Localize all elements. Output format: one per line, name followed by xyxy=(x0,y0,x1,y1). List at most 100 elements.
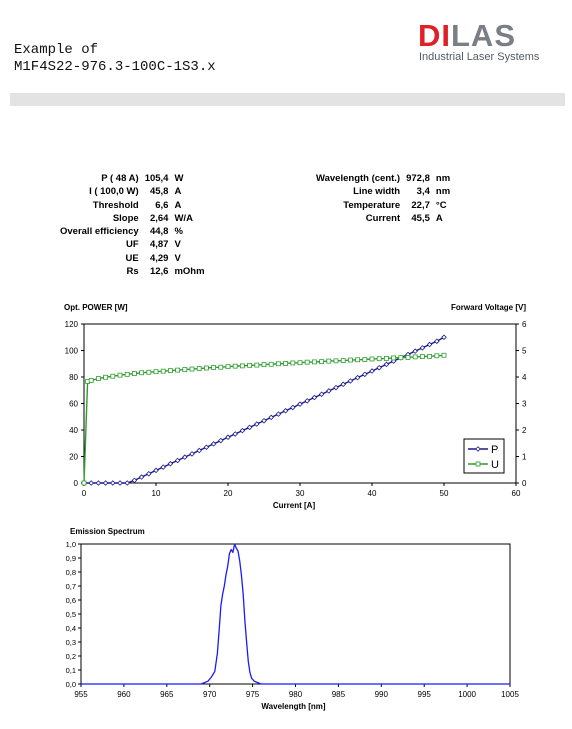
x-tick-label: 985 xyxy=(332,690,346,699)
data-point-P xyxy=(354,374,361,381)
data-point-P xyxy=(124,480,130,486)
data-point-P xyxy=(196,447,202,454)
legend-box xyxy=(463,438,505,474)
data-point-P xyxy=(311,394,318,401)
data-point-U xyxy=(369,356,375,362)
y-tick-label: 0,0 xyxy=(66,680,76,689)
data-point-P xyxy=(383,361,390,368)
data-point-P xyxy=(268,414,274,421)
y-tick-label: 0,8 xyxy=(66,568,76,577)
data-point-U xyxy=(340,358,346,363)
parameters-left-table: P ( 48 A) 105,4 W I ( 100,0 W) 45,8 A Threshol… xyxy=(60,172,205,278)
data-point-U xyxy=(434,353,440,359)
data-point-U xyxy=(297,360,303,366)
parameter-value: 4,29 xyxy=(149,252,169,264)
data-point-U xyxy=(146,369,152,375)
data-point-P xyxy=(376,364,382,371)
emission-spectrum-chart: 955 960 965 970 975 980 985 990 995 1000 1005 0,0 0,… xyxy=(66,527,520,711)
liv-chart: 0 10 20 30 40 50 600204060801001200123456Opt. … xyxy=(64,303,527,510)
data-point-U xyxy=(362,357,368,362)
data-point-P xyxy=(426,341,433,348)
data-point-U xyxy=(203,365,209,371)
parameter-label: Overall efficiency xyxy=(60,226,139,238)
parameter-value: 12,6 xyxy=(149,266,169,278)
data-point-P xyxy=(282,408,289,414)
data-point-U xyxy=(275,361,281,367)
parameter-unit: W xyxy=(174,173,184,184)
parameter-label: P ( 48 A) xyxy=(101,173,139,184)
parameter-row: Rs 12,6 mOhm xyxy=(60,265,205,278)
parameter-row: UE 4,29 V xyxy=(60,252,205,265)
parameter-value: 45,8 xyxy=(149,186,169,198)
y2-tick-label: 0 xyxy=(522,479,527,488)
data-point-P xyxy=(246,424,253,431)
series-line-P xyxy=(84,336,445,484)
data-point-U xyxy=(391,355,397,361)
y-tick-label: 0,3 xyxy=(66,638,76,647)
parameter-label: UF xyxy=(126,239,139,251)
y-tick-label: 120 xyxy=(65,320,79,329)
parameter-row: Slope 2,64 W/A xyxy=(60,212,205,225)
data-point-U xyxy=(283,361,289,366)
legend: PU xyxy=(463,438,505,474)
data-point-P xyxy=(225,434,231,441)
data-point-P xyxy=(182,454,188,460)
x-tick-label: 990 xyxy=(375,690,389,699)
y-tick-label: 0,4 xyxy=(66,624,76,633)
x-tick-label: 960 xyxy=(117,690,131,699)
y2-tick-label: 2 xyxy=(522,426,527,435)
data-point-P xyxy=(333,384,339,391)
title-line-2: M1F4S22-976.3-100C-1S3.x xyxy=(14,59,216,75)
y-tick-label: 0,6 xyxy=(66,596,76,605)
data-point-U xyxy=(319,359,325,365)
x-tick-label: 965 xyxy=(160,690,174,699)
data-point-P xyxy=(290,404,296,411)
data-point-U xyxy=(441,352,447,358)
parameter-value: 972,8 xyxy=(406,173,430,184)
parameter-unit: V xyxy=(174,252,181,264)
y2-tick-label: 4 xyxy=(522,373,527,382)
data-point-P xyxy=(210,441,217,447)
data-point-P xyxy=(117,480,123,486)
data-point-P xyxy=(110,480,116,486)
data-point-U xyxy=(268,361,274,367)
parameter-unit: A xyxy=(174,186,182,198)
parameter-value: 6,6 xyxy=(155,199,169,211)
parameter-unit: V xyxy=(174,239,181,251)
data-point-P xyxy=(88,480,94,486)
data-point-P xyxy=(146,470,152,477)
x-tick-label: 980 xyxy=(289,690,303,699)
parameter-value: 22,7 xyxy=(411,199,430,211)
y2-tick-label: 3 xyxy=(522,400,527,409)
data-point-U xyxy=(232,363,238,369)
data-point-U xyxy=(311,359,317,365)
parameter-label: I ( 100,0 W) xyxy=(89,186,139,198)
y2-tick-label: 6 xyxy=(522,320,527,329)
parameter-label: Wavelength (cent.) xyxy=(316,173,401,184)
parameter-unit: % xyxy=(174,226,183,238)
data-point-U xyxy=(225,364,231,370)
y-axis-label: Opt. POWER [W] xyxy=(64,303,128,312)
data-point-U xyxy=(218,364,224,370)
parameter-unit: °C xyxy=(435,199,447,211)
parameter-row: Line width 3,4 nm xyxy=(316,185,450,198)
data-point-U xyxy=(247,362,253,368)
data-point-U xyxy=(376,356,382,362)
parameter-value: 45,5 xyxy=(411,212,430,224)
data-point-U xyxy=(167,368,173,374)
y-tick-label: 100 xyxy=(65,347,79,356)
title-line-1: Example of xyxy=(14,42,99,58)
data-point-U xyxy=(412,354,418,360)
data-point-P xyxy=(203,444,210,450)
data-point-U xyxy=(196,366,202,371)
data-point-P xyxy=(95,480,102,486)
data-point-U xyxy=(239,363,245,369)
x-tick-label: 20 xyxy=(224,489,233,498)
x-tick-label: 970 xyxy=(203,690,217,699)
parameter-label: Threshold xyxy=(92,199,139,211)
y-tick-label: 20 xyxy=(69,453,78,462)
y-tick-label: 80 xyxy=(69,373,78,382)
data-point-P xyxy=(254,421,260,427)
parameter-label: UE xyxy=(125,252,139,264)
parameter-label: Temperature xyxy=(343,199,401,211)
